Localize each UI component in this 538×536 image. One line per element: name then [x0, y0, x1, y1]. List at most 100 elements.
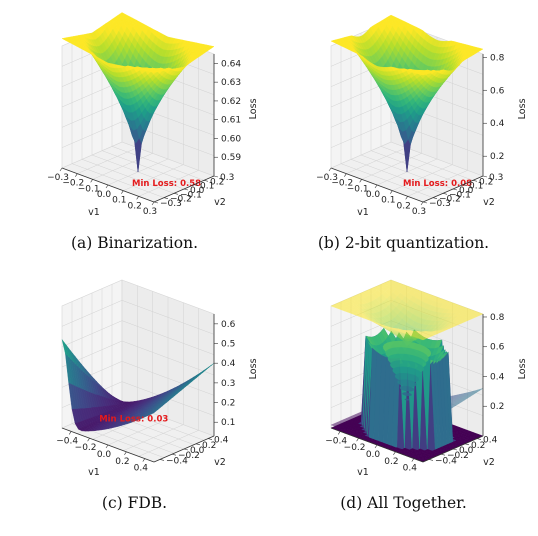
y-tick-label: 0.2 [479, 177, 493, 187]
z-tick-label: 0.4 [221, 359, 236, 369]
y-tick-mark [183, 448, 189, 451]
x-tick-mark [75, 173, 78, 177]
z-tick-label: 0.1 [221, 418, 235, 428]
x-tick-label: 0.0 [97, 190, 112, 200]
x-tick-mark [151, 201, 155, 206]
binarization-surface [330, 279, 484, 347]
z-tick-label: 0.4 [490, 119, 505, 129]
x-tick-mark [142, 458, 146, 462]
panel-all-together: −0.4 −0.2 0.0 0.2 0.4 −0.4 −0.2 0.0 0.2 0.4 0.2 0.4… [269, 260, 538, 528]
funnel-ring [404, 398, 410, 401]
loss-surface [330, 14, 484, 173]
z-axis-label: Loss [517, 358, 528, 379]
y-tick-mark [193, 184, 199, 186]
y-tick-label: −0.4 [166, 456, 188, 466]
x-tick-mark [59, 167, 63, 172]
y-tick-label: 0.0 [459, 186, 474, 196]
surface-plot-all-together: −0.4−0.20.00.20.4−0.4−0.20.00.20.40.20.4… [325, 279, 528, 478]
panel-2bit: Min Loss: 0.08 −0.3 −0.2 −0.1 0.0 0.1 0.2 0.3 −0… [269, 0, 538, 268]
surface-patch [417, 336, 427, 341]
x-tick-label: 0.0 [97, 450, 112, 460]
y-tick-label: 0.0 [190, 186, 205, 196]
x-tick-mark [124, 451, 127, 455]
y-tick-label: −0.3 [160, 199, 182, 209]
y-tick-mark [476, 438, 482, 440]
y-axis-label: v2 [214, 457, 226, 468]
x-tick-label: 0.4 [403, 464, 418, 474]
x-axis-label: v1 [357, 207, 369, 218]
y-tick-label: 0.1 [200, 182, 214, 192]
y-tick-label: 0.0 [459, 446, 474, 456]
x-tick-mark [337, 431, 341, 435]
x-axis-label: v1 [357, 467, 369, 478]
y-tick-label: −0.2 [439, 195, 461, 205]
x-tick-mark [90, 179, 93, 183]
panel-fdb: Min Loss: 0.03 −0.4 −0.2 0.0 0.2 0.4 −0.4 −0.2 0… [0, 260, 269, 528]
central-funnel [382, 340, 432, 401]
y-tick-label: −0.1 [180, 190, 202, 200]
x-tick-label: −0.4 [56, 436, 78, 446]
x-tick-label: −0.4 [325, 436, 347, 446]
z-tick-label: 0.2 [490, 152, 504, 162]
x-tick-label: −0.3 [316, 173, 338, 183]
y-tick-mark [163, 197, 169, 199]
z-tick-label: 0.2 [221, 399, 235, 409]
y-axis-label: v2 [483, 457, 495, 468]
x-tick-mark [356, 438, 359, 442]
grid-lines [61, 284, 215, 458]
surface-plot-fdb: Min Loss: 0.03−0.4−0.20.00.20.4−0.4−0.20… [56, 279, 259, 478]
y-tick-mark [153, 201, 159, 204]
caption-fdb: (c) FDB. [101, 494, 168, 512]
y-tick-label: 0.0 [190, 446, 205, 456]
caption-binarization: (a) Binarization. [70, 234, 199, 252]
x-tick-mark [374, 444, 378, 449]
x-axis-label: v1 [88, 467, 100, 478]
x-tick-label: 0.3 [143, 207, 157, 217]
funnel-ring [397, 379, 417, 387]
y-tick-label: 0.3 [489, 173, 503, 183]
z-tick-label: 0.59 [221, 153, 241, 163]
x-tick-mark [390, 190, 393, 194]
min-loss-label: Min Loss: 0.58 [132, 179, 201, 189]
y-tick-label: 0.2 [471, 441, 485, 451]
y-tick-label: 0.2 [202, 441, 216, 451]
grid-line [380, 146, 474, 181]
x-tick-mark [68, 431, 72, 435]
y-tick-mark [173, 193, 179, 195]
surface-patch [418, 73, 427, 76]
x-tick-label: −0.2 [62, 179, 84, 189]
y-tick-mark [171, 453, 177, 456]
loss-surface [61, 12, 215, 173]
x-tick-label: 0.1 [381, 196, 395, 206]
x-tick-label: 0.1 [112, 196, 126, 206]
z-tick-label: 0.62 [221, 97, 241, 107]
y-tick-mark [203, 180, 209, 182]
z-tick-label: 0.6 [490, 86, 505, 96]
y-tick-label: 0.1 [469, 182, 483, 192]
y-tick-mark [452, 188, 458, 191]
x-tick-mark [87, 438, 90, 442]
x-tick-label: 0.2 [115, 457, 129, 467]
x-tick-mark [105, 184, 109, 189]
x-tick-mark [136, 196, 139, 200]
x-tick-label: 0.0 [366, 450, 381, 460]
y-tick-mark [195, 443, 201, 446]
x-tick-label: −0.1 [78, 184, 100, 194]
y-tick-mark [452, 448, 458, 451]
loss-surface [61, 339, 215, 432]
caption-all-together: (d) All Together. [340, 494, 467, 512]
funnel-ring [399, 385, 415, 392]
y-tick-label: −0.3 [429, 199, 451, 209]
y-tick-mark [462, 184, 468, 186]
z-tick-label: 0.64 [221, 59, 241, 69]
y-tick-mark [442, 193, 448, 195]
z-tick-label: 0.63 [221, 78, 241, 88]
x-tick-mark [359, 179, 362, 183]
y-tick-label: −0.1 [449, 190, 471, 200]
y-tick-mark [440, 453, 446, 456]
y-tick-mark [422, 201, 428, 204]
surface-plot-binarization: Min Loss: 0.58−0.3−0.2−0.10.00.10.20.3−0… [47, 12, 259, 218]
x-tick-mark [344, 173, 347, 177]
x-tick-label: 0.4 [134, 464, 149, 474]
